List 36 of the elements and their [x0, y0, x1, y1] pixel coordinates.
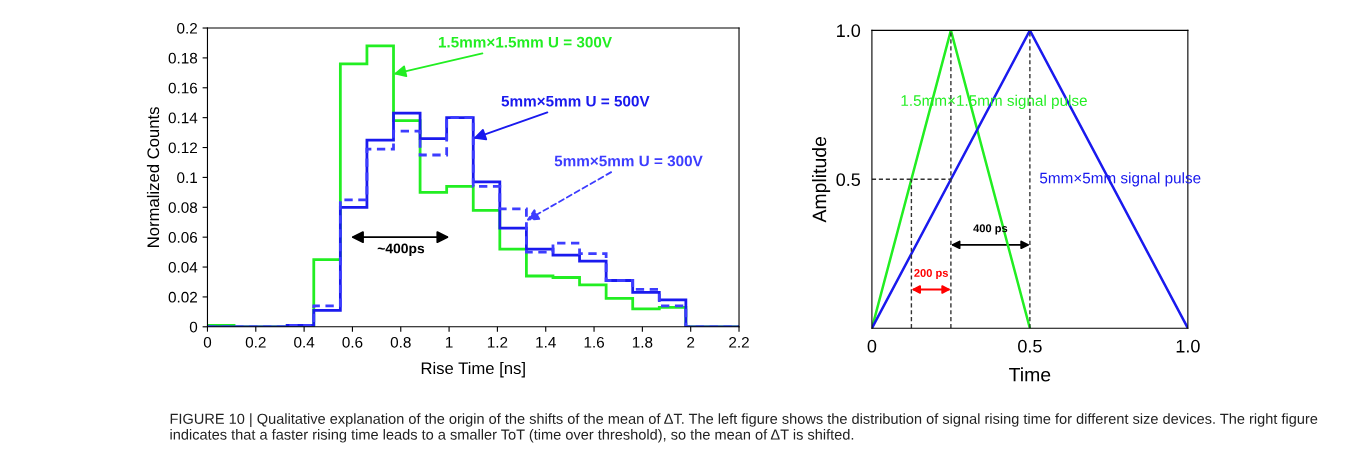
y-tick-label: 0.16	[168, 82, 198, 94]
y-tick-label: 0.12	[168, 142, 197, 154]
x-tick-label: 1.4	[536, 337, 556, 348]
y-tick-label: 0.02	[168, 291, 197, 303]
x-axis-title: Time	[1009, 367, 1051, 382]
x-tick-label: 1.6	[584, 336, 604, 348]
y-tick-label: 0.14	[168, 112, 198, 124]
y-tick-label: 0.2	[177, 22, 197, 34]
y-tick-label: 0.06	[168, 232, 198, 243]
x-tick-label: 0.4	[294, 336, 315, 348]
x-tick-label: 2.2	[729, 336, 749, 348]
annotation: ~400ps	[377, 243, 425, 257]
y-tick-label: 0	[189, 321, 198, 333]
x-tick-label: 1.0	[1176, 339, 1200, 353]
annotation: 200 ps	[914, 269, 948, 280]
y-axis-title: Amplitude	[812, 136, 831, 223]
series-label: 5mm×5mm U = 500V	[501, 95, 650, 107]
x-tick-label: 2	[687, 336, 695, 348]
x-tick-label: 1	[446, 337, 453, 348]
y-tick-label: 0.18	[168, 52, 198, 64]
x-tick-label: 1.2	[487, 336, 508, 348]
x-tick-label: 0	[867, 339, 877, 353]
x-tick-label: 1.8	[632, 336, 653, 348]
x-tick-label: 0	[203, 336, 212, 348]
x-tick-label: 0.8	[390, 336, 411, 348]
text: 5mm×5mm U = 300V	[554, 155, 703, 167]
y-tick-label: 0.04	[168, 261, 198, 273]
x-axis-title: Rise Time [ns]	[421, 361, 525, 378]
y-tick-label: 0.08	[168, 202, 198, 213]
caption: FIGURE 10 | Qualitative explanation of the origin of the shifts of the mean of ΔT. The left figure shows the distribution of signal rising time for different size devices. The right figure indicates that a faster rising time leads to a smaller ToT (time over threshold), so the mean of ΔT is shifted.	[170, 413, 1318, 443]
x-tick-label: 0.5	[1018, 339, 1042, 353]
x-tick-label: 0.6	[342, 336, 363, 348]
y-tick-label: 0.1	[177, 172, 197, 184]
text: 1.5mm×1.5mm U = 300V	[438, 36, 612, 48]
x-tick-label: 0.2	[245, 336, 266, 348]
y-axis-title: Normalized Counts	[146, 107, 160, 247]
